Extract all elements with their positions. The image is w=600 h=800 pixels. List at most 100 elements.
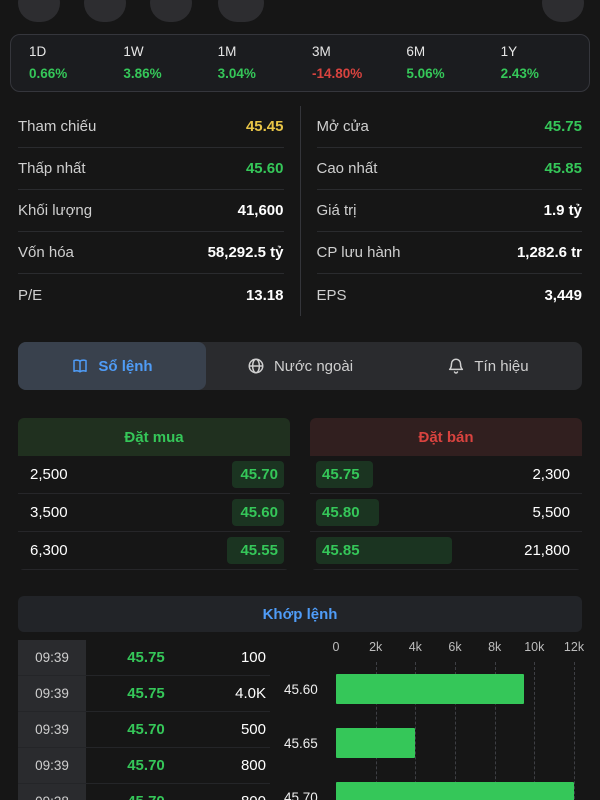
tab-label: Sổ lệnh [98,357,153,375]
matched-orders-section: Khớp lệnh 09:39 45.75 100 09:39 45.75 4.… [0,596,600,800]
toolbar-button-4[interactable] [218,0,264,22]
tab-so-lenh[interactable]: Sổ lệnh [18,342,206,390]
trade-row: 09:39 45.75 4.0K [18,676,270,712]
section-tabbar: Sổ lệnh Nước ngoài Tín hiệu [18,342,582,390]
gridline [534,662,536,800]
trade-price: 45.70 [127,757,165,774]
period-1d: 1D 0.66% [17,44,111,81]
x-tick: 0 [332,640,340,654]
stat-label: Khối lượng [18,202,93,219]
period-label: 1W [123,44,144,59]
tab-tin-hieu[interactable]: Tín hiệu [394,342,582,390]
trade-volume: 800 [206,793,270,800]
sell-depth-bar [316,537,452,564]
sell-row[interactable]: 45.85 21,800 [310,532,582,570]
trade-row: 09:38 45.70 800 [18,784,270,800]
stat-label: Giá trị [316,202,357,219]
buy-depth-bar [232,461,284,488]
period-value: 0.66% [29,66,68,81]
x-tick: 8k [488,640,502,654]
stat-value: 45.60 [245,160,284,177]
toolbar-button-2[interactable] [84,0,126,22]
globe-icon [247,357,265,375]
stat-label: Vốn hóa [18,244,74,261]
tab-label: Tín hiệu [474,357,529,375]
period-1y: 1Y 2.43% [489,44,583,81]
tab-nuoc-ngoai[interactable]: Nước ngoài [206,342,394,390]
trade-time: 09:39 [18,676,86,711]
chart-plot-area: 45.60 45.65 45.70 [284,662,575,800]
sell-price: 45.85 [322,542,360,559]
trade-row: 09:39 45.70 500 [18,712,270,748]
sell-row[interactable]: 45.80 5,500 [310,494,582,532]
sell-price: 45.75 [322,466,360,483]
chart-x-axis: 0 2k 4k 6k 8k 10k 12k [332,640,585,658]
trade-time: 09:38 [18,784,86,800]
period-value: 3.86% [123,66,162,81]
stat-value: 45.85 [544,160,582,177]
buy-row[interactable]: 2,500 45.70 [18,456,290,494]
stat-value: 13.18 [245,286,284,304]
period-performance-panel: 1D 0.66% 1W 3.86% 1M 3.04% 3M -14.80% 6M… [10,34,590,92]
buy-depth-bar [232,499,284,526]
buy-price: 45.70 [240,466,278,483]
x-tick: 10k [524,640,545,654]
stat-value: 3,449 [544,286,582,304]
stat-row-thap-nhat: Thấp nhất 45.60 [18,148,284,190]
order-book: Đặt mua 2,500 45.70 3,500 45.60 6,300 45… [18,418,582,570]
period-label: 6M [406,44,426,59]
toolbar-button-3[interactable] [150,0,192,22]
stat-row-mo-cua: Mở cửa 45.75 [316,106,582,148]
stat-row-khoi-luong: Khối lượng 41,600 [18,190,284,232]
period-1m: 1M 3.04% [206,44,300,81]
stat-row-tham-chieu: Tham chiếu 45.45 [18,106,284,148]
period-6m: 6M 5.06% [394,44,488,81]
period-3m: 3M -14.80% [300,44,394,81]
trade-volume: 500 [240,721,266,738]
trade-history-list: 09:39 45.75 100 09:39 45.75 4.0K 09:39 4… [18,640,270,800]
sell-header: Đặt bán [310,418,582,456]
book-icon [71,357,89,375]
period-value: 3.04% [217,66,256,81]
buy-price: 45.60 [240,504,278,521]
bar-track [336,728,574,758]
sell-row[interactable]: 45.75 2,300 [310,456,582,494]
bar-track [336,674,574,704]
stats-grid: Tham chiếu 45.45 Thấp nhất 45.60 Khối lư… [18,106,582,316]
buy-row[interactable]: 6,300 45.55 [18,532,290,570]
price-label: 45.70 [284,789,318,800]
trade-time: 09:39 [18,748,86,783]
buy-volume: 6,300 [30,542,68,559]
buy-volume: 2,500 [30,466,68,483]
period-1w: 1W 3.86% [111,44,205,81]
stat-row-gia-tri: Giá trị 1.9 tỷ [316,190,582,232]
stat-label: Tham chiếu [18,118,97,135]
trade-price: 45.75 [127,685,165,702]
period-label: 1M [217,44,237,59]
trade-price: 45.75 [127,649,165,666]
stat-label: Cao nhất [316,160,378,177]
stat-value: 45.75 [544,118,582,135]
sell-volume: 2,300 [532,466,570,483]
stat-label: P/E [18,286,43,304]
trade-row: 09:39 45.70 800 [18,748,270,784]
buy-orders-table: Đặt mua 2,500 45.70 3,500 45.60 6,300 45… [18,418,290,570]
bar-track [336,782,574,800]
toolbar-button-5[interactable] [542,0,584,22]
trade-price: 45.70 [86,793,206,800]
toolbar-button-1[interactable] [18,0,60,22]
buy-row[interactable]: 3,500 45.60 [18,494,290,532]
gridline [455,662,456,800]
sell-volume: 21,800 [524,542,570,559]
buy-header: Đặt mua [18,418,290,456]
trade-volume: 4.0K [235,685,266,702]
tab-label: Nước ngoài [273,357,354,375]
period-value: -14.80% [311,66,363,81]
price-label: 45.65 [284,735,318,751]
volume-bar [336,674,525,704]
period-label: 3M [311,44,331,59]
buy-volume: 3,500 [30,504,68,521]
trade-volume: 800 [240,757,266,774]
x-tick: 6k [448,640,462,654]
stat-row-von-hoa: Vốn hóa 58,292.5 tỷ [18,232,284,274]
